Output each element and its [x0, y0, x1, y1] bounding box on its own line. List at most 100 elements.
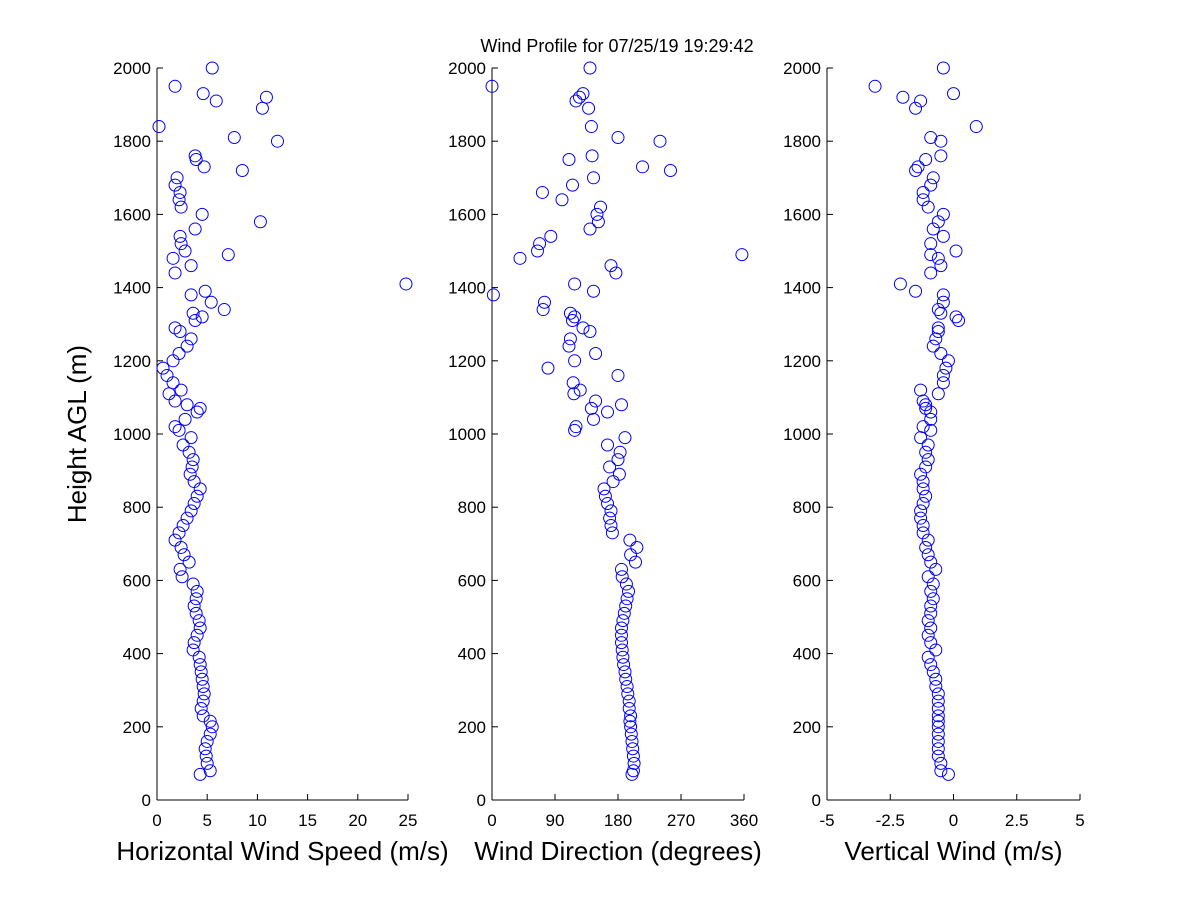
data-point	[601, 497, 614, 511]
data-point	[188, 149, 202, 163]
data-point	[916, 420, 930, 434]
data-point	[259, 90, 273, 104]
data-point	[921, 548, 935, 562]
data-point	[227, 131, 241, 145]
data-point	[569, 420, 583, 434]
data-point	[627, 756, 641, 770]
data-point	[194, 665, 208, 679]
data-point	[921, 650, 935, 664]
data-point	[936, 229, 950, 243]
data-point	[190, 405, 204, 419]
data-point	[926, 577, 940, 591]
data-point	[486, 288, 500, 302]
data-point	[541, 361, 555, 375]
data-point	[176, 438, 190, 452]
y-tick-label: 1600	[448, 205, 486, 224]
data-point	[584, 120, 598, 134]
data-point	[626, 764, 640, 778]
data-point	[200, 756, 214, 770]
y-tick-label: 600	[458, 571, 486, 590]
y-tick-label: 200	[458, 718, 486, 737]
data-point	[184, 332, 198, 346]
data-point	[931, 709, 945, 723]
data-point	[203, 764, 217, 778]
data-point	[576, 321, 590, 335]
data-point	[190, 584, 204, 598]
data-point	[193, 482, 207, 496]
data-point	[615, 628, 628, 642]
y-tick-label: 1800	[448, 132, 486, 151]
data-point	[200, 734, 214, 748]
data-point	[924, 606, 938, 620]
data-point	[601, 405, 614, 419]
y-tick-label: 400	[123, 645, 151, 664]
data-point	[583, 325, 597, 339]
data-point	[190, 489, 204, 503]
data-point	[931, 321, 945, 335]
data-point	[909, 101, 923, 115]
y-axis-label: Height AGL (m)	[62, 345, 92, 523]
data-point	[606, 475, 620, 489]
y-tick-label: 1000	[783, 425, 821, 444]
data-point	[597, 482, 611, 496]
y-tick-label: 1200	[113, 352, 151, 371]
data-point	[909, 284, 923, 298]
data-point	[182, 555, 196, 569]
data-point	[926, 222, 940, 236]
data-point	[583, 61, 597, 75]
data-point	[921, 570, 935, 584]
y-tick-label: 600	[793, 571, 821, 590]
data-point	[626, 749, 640, 763]
data-point	[186, 643, 200, 657]
data-point	[193, 767, 207, 781]
data-point	[168, 178, 182, 192]
data-point	[919, 445, 933, 459]
data-point	[636, 160, 649, 174]
data-point	[615, 398, 628, 412]
data-point	[969, 120, 983, 134]
data-point	[544, 229, 558, 243]
data-point	[914, 467, 928, 481]
data-point	[619, 577, 633, 591]
data-point	[622, 584, 635, 598]
data-point	[616, 650, 630, 664]
data-point	[611, 131, 625, 145]
data-point	[186, 453, 200, 467]
data-point	[568, 354, 582, 368]
data-point	[931, 387, 945, 401]
data-point	[168, 533, 182, 547]
x-tick-label: 5	[202, 811, 211, 830]
data-point	[924, 658, 938, 672]
data-point	[619, 599, 633, 613]
data-point	[919, 460, 933, 474]
data-point	[934, 306, 948, 320]
data-point	[166, 376, 180, 390]
data-point	[185, 460, 199, 474]
data-point	[192, 614, 206, 628]
data-point	[941, 767, 955, 781]
data-point	[931, 742, 945, 756]
data-point	[924, 178, 938, 192]
data-point	[174, 383, 188, 397]
data-point	[569, 94, 583, 108]
data-point	[919, 489, 933, 503]
data-point	[166, 251, 180, 265]
data-point	[583, 222, 597, 236]
data-point	[934, 259, 948, 273]
figure-title: Wind Profile for 07/25/19 19:29:42	[480, 36, 753, 56]
y-tick-label: 2000	[783, 59, 821, 78]
data-point	[615, 570, 629, 584]
data-point	[590, 207, 604, 221]
data-point	[919, 540, 933, 554]
data-point	[535, 185, 549, 199]
data-point	[568, 310, 582, 324]
data-point	[934, 346, 948, 360]
data-point	[914, 431, 928, 445]
y-tick-label: 800	[123, 498, 151, 517]
data-point	[531, 244, 544, 258]
data-point	[624, 720, 638, 734]
data-point	[926, 592, 940, 606]
data-point	[914, 511, 928, 525]
data-point	[914, 383, 928, 397]
data-point	[184, 504, 198, 518]
